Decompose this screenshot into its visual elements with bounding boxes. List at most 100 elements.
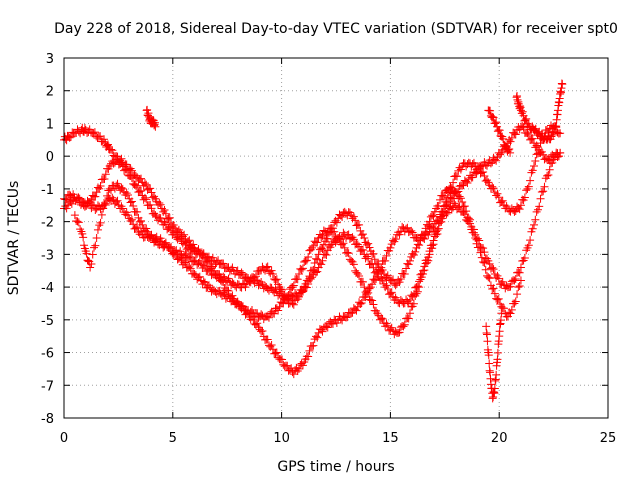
data-point-track-d [464, 214, 473, 223]
data-points [60, 79, 567, 403]
data-point-track-b-interp [267, 340, 276, 349]
data-point-track-c-interp [378, 314, 387, 323]
data-point-track-d-interp [349, 212, 358, 221]
data-point-track-b-interp [463, 179, 472, 188]
data-point-track-c-interp [298, 264, 307, 273]
data-point-track-c-interp [395, 328, 404, 337]
data-point-track-a-interp [349, 235, 358, 244]
data-point-track-c-interp [415, 283, 424, 292]
data-point-track-c [432, 230, 441, 239]
data-point-track-d-interp [460, 202, 469, 211]
data-point-track-c-interp [228, 291, 237, 300]
data-point-track-c-interp [180, 237, 189, 246]
data-point-track-d-interp [358, 230, 367, 239]
data-point-track-c-interp [355, 272, 364, 281]
data-point-track-a-interp [358, 245, 367, 254]
data-point-track-d [308, 266, 317, 275]
data-point-track-a [523, 184, 532, 193]
data-point-track-d-interp [83, 256, 92, 265]
data-point-track-d-interp [514, 283, 523, 292]
data-point-track-d-interp [378, 265, 387, 274]
data-point-track-c-interp [304, 253, 313, 262]
data-point-track-b-interp [511, 130, 520, 139]
y-tick-label: -6 [41, 347, 54, 362]
data-point-track-b-interp [356, 300, 365, 309]
data-point-track-g-interp [550, 127, 559, 136]
data-point-track-b-interp [123, 211, 132, 220]
x-tick-label: 25 [600, 431, 617, 446]
data-point-track-c [556, 148, 565, 157]
data-point-track-d-interp [416, 236, 425, 245]
data-point-track-c-interp [544, 171, 553, 180]
plot-frame [63, 57, 609, 419]
data-point-track-c-interp [358, 277, 367, 286]
x-tick-label: 5 [169, 431, 177, 446]
data-point-track-c-interp [377, 314, 386, 323]
data-point-track-d-interp [283, 295, 292, 304]
data-point-track-a-interp [108, 146, 117, 155]
data-point-track-c-interp [140, 193, 149, 202]
data-point-track-c-interp [169, 228, 178, 237]
data-point-track-d [86, 263, 95, 272]
data-point-track-b-interp [323, 323, 332, 332]
data-point-track-c-interp [165, 222, 174, 231]
data-point-track-b-interp [199, 277, 208, 286]
data-point-track-h [151, 122, 160, 131]
data-point-track-a [516, 201, 525, 210]
data-point-track-c [340, 243, 349, 252]
data-point-track-c-interp [137, 186, 146, 195]
data-point-track-a [164, 214, 173, 223]
data-point-track-d-interp [88, 250, 97, 259]
data-point-track-b-interp [298, 361, 307, 370]
y-tick-label: -3 [41, 248, 54, 263]
data-point-track-d-interp [365, 243, 374, 252]
data-point-track-c-interp [511, 274, 520, 283]
data-point-track-c-interp [413, 287, 422, 296]
data-point-track-c-interp [520, 253, 529, 262]
data-point-track-g-interp [522, 114, 531, 123]
data-point-track-a [530, 162, 539, 170]
x-tick-label: 0 [60, 431, 68, 446]
data-point-track-b-interp [370, 276, 379, 285]
data-point-track-c-interp [270, 309, 279, 318]
y-tick-label: -7 [41, 379, 54, 394]
data-point-track-c-interp [122, 165, 131, 174]
data-point-track-c-interp [494, 274, 503, 283]
data-point-track-c-interp [343, 248, 352, 257]
data-point-track-f [506, 148, 515, 157]
data-point-track-f-interp [491, 119, 500, 128]
data-point-track-a-interp [449, 178, 458, 187]
data-point-track-d-interp [515, 281, 524, 290]
data-point-track-d-interp [107, 186, 116, 195]
y-tick-label: 0 [46, 150, 54, 165]
data-point-track-c-interp [554, 152, 563, 161]
data-point-track-d-interp [467, 222, 476, 231]
data-point-track-c [223, 286, 232, 295]
data-point-track-c-interp [434, 224, 443, 233]
data-point-track-a-interp [493, 189, 502, 198]
data-point-track-d-interp [489, 284, 498, 293]
data-point-track-b-interp [408, 228, 417, 237]
data-point-track-b-interp [108, 193, 117, 202]
data-point-track-a-interp [156, 200, 165, 209]
data-point-track-d-interp [101, 199, 110, 208]
data-point-track-d-interp [479, 257, 488, 266]
data-point-track-d-interp [122, 189, 131, 198]
data-point-track-d [438, 191, 447, 200]
data-point-track-d [138, 220, 147, 229]
data-point-track-a-interp [524, 182, 533, 191]
data-point-track-a-interp [526, 176, 535, 185]
data-point-track-d-interp [383, 271, 392, 280]
data-point-track-d-interp [87, 260, 96, 269]
data-point-track-c-interp [450, 199, 459, 208]
data-point-track-b-interp [506, 137, 515, 146]
data-point-track-a-interp [520, 193, 529, 202]
data-point-track-c-interp [479, 244, 488, 253]
data-point-track-b [386, 243, 395, 252]
data-point-track-d [360, 234, 369, 242]
data-point-track-b-interp [133, 223, 142, 232]
data-point-track-d-interp [355, 220, 364, 229]
data-point-track-a-interp [219, 259, 228, 268]
data-point-track-c-interp [400, 320, 409, 329]
